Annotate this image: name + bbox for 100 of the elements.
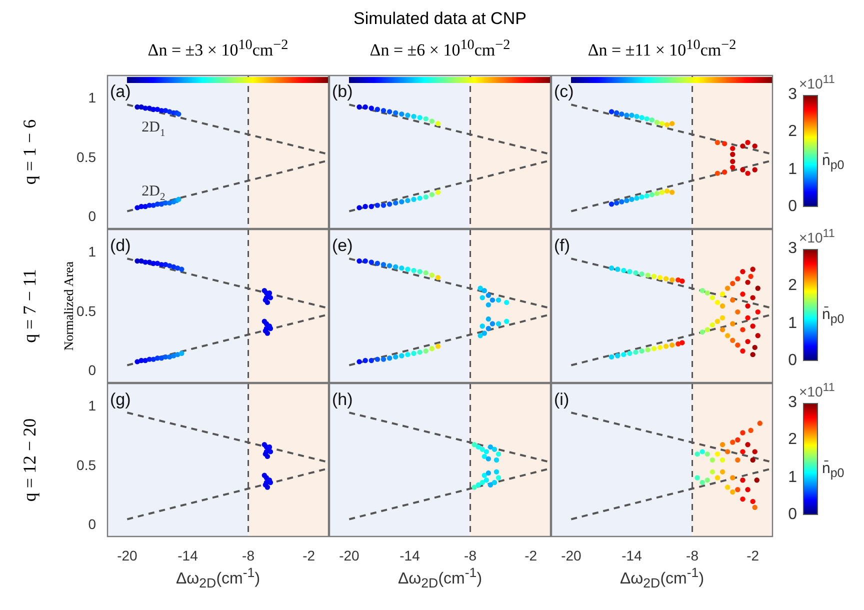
point: [657, 344, 663, 350]
point: [633, 270, 638, 276]
point: [714, 300, 720, 306]
point: [704, 327, 710, 332]
point: [730, 280, 736, 286]
point: [266, 444, 272, 450]
point: [484, 478, 490, 483]
point: [730, 440, 736, 445]
point: [750, 498, 756, 504]
point: [496, 475, 502, 480]
point: [730, 489, 736, 495]
point: [740, 292, 746, 297]
point: [740, 167, 746, 172]
point: [730, 146, 736, 152]
point: [755, 333, 760, 338]
point: [740, 143, 746, 149]
y-tick-label: 0.5: [76, 302, 96, 319]
color-bar-label: 1: [787, 160, 797, 179]
chart-title: (h): [332, 390, 353, 409]
point: [669, 277, 675, 283]
point: [745, 280, 750, 285]
point: [740, 327, 746, 332]
point: [735, 487, 740, 492]
point: [700, 288, 705, 294]
chart-title: (g): [110, 390, 131, 409]
point: [645, 347, 650, 352]
point: [478, 333, 483, 338]
point: [745, 315, 750, 320]
point: [754, 478, 760, 483]
point: [730, 152, 736, 157]
x-tick-label: -20: [339, 547, 360, 564]
point: [735, 437, 740, 442]
point: [745, 338, 750, 344]
chart-subtitle: Δn = ±3 × 10$^{10}$cm$^{−2}$: [146, 37, 290, 61]
chart-title: (a): [110, 82, 131, 101]
point: [700, 449, 705, 454]
text: q = 12 − 20: [20, 418, 40, 502]
point: [663, 276, 669, 282]
point: [264, 480, 270, 486]
point: [608, 354, 614, 360]
point: [752, 504, 758, 510]
x-tick-label: -20: [117, 547, 138, 564]
text: ×10$^{11}$: [799, 73, 835, 92]
point: [710, 457, 716, 463]
point: [480, 446, 485, 452]
point: [735, 309, 740, 315]
x-axis-title: Δω$_{2D}$(cm$^{-1}$): [618, 565, 706, 591]
point: [621, 268, 626, 274]
point: [730, 338, 736, 343]
point: [480, 324, 485, 329]
x-tick-label: -8: [686, 547, 699, 564]
point: [704, 451, 710, 457]
point: [720, 292, 726, 297]
point: [494, 469, 500, 474]
point: [714, 451, 720, 457]
x-tick-label: -8: [464, 547, 477, 564]
y-tick-label: 0: [88, 362, 96, 378]
point: [494, 457, 500, 463]
color-bar-label: 0: [787, 352, 797, 370]
point: [714, 475, 720, 480]
color-bar-label: 1: [787, 468, 797, 487]
point: [740, 430, 746, 436]
point: [720, 442, 726, 448]
color-bar-title: n̄$_{p0}$: [822, 152, 844, 172]
point: [720, 327, 726, 332]
point: [730, 297, 736, 303]
point: [714, 170, 720, 176]
point: [472, 484, 477, 490]
point: [472, 442, 477, 448]
x-tick-label: -20: [561, 547, 582, 564]
point: [476, 482, 481, 488]
point: [633, 350, 638, 355]
point: [486, 470, 492, 476]
point: [740, 449, 746, 454]
y-tick-label: 0: [88, 516, 96, 532]
point: [735, 276, 740, 282]
point: [621, 352, 626, 358]
point: [750, 324, 756, 329]
point: [714, 140, 720, 146]
point: [608, 265, 614, 271]
chart-title: (c): [554, 82, 574, 101]
point: [669, 342, 675, 348]
point: [496, 321, 502, 326]
point: [700, 329, 705, 335]
point: [486, 456, 492, 462]
text: q = 1 − 6: [20, 119, 40, 185]
point: [720, 315, 726, 320]
point: [492, 446, 498, 452]
y-tick-label: 1: [88, 244, 96, 260]
point: [755, 286, 760, 291]
point: [651, 274, 657, 279]
x-tick-label: -2: [524, 547, 538, 564]
chart-subtitle: Δn = ±11 × 10$^{10}$cm$^{−2}$: [586, 37, 738, 61]
point: [720, 457, 726, 463]
point: [745, 303, 750, 309]
point: [752, 167, 758, 172]
point: [704, 290, 710, 296]
point: [480, 480, 485, 486]
color-bar-label: 0: [787, 198, 797, 216]
x-tick-label: -2: [302, 547, 316, 564]
